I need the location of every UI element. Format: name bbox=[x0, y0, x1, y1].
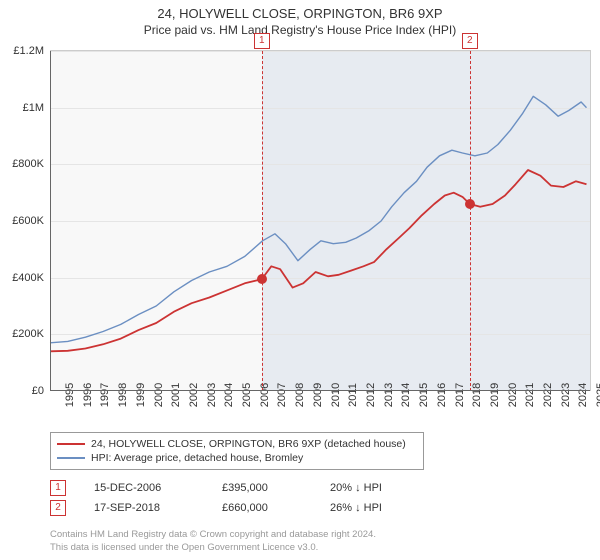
y-tick-label: £0 bbox=[32, 385, 44, 397]
marker-dot bbox=[465, 199, 475, 209]
chart-lines bbox=[50, 51, 590, 391]
title-block: 24, HOLYWELL CLOSE, ORPINGTON, BR6 9XP P… bbox=[0, 0, 600, 37]
legend-swatch-subject bbox=[57, 443, 85, 445]
transaction-badge: 2 bbox=[50, 500, 66, 516]
marker-line bbox=[262, 51, 263, 391]
transactions-table: 1 15-DEC-2006 £395,000 20% ↓ HPI 2 17-SE… bbox=[50, 478, 410, 518]
legend-swatch-hpi bbox=[57, 457, 85, 459]
transaction-price: £395,000 bbox=[222, 482, 302, 494]
y-tick-label: £400K bbox=[12, 272, 44, 284]
chart-plot-area: £0£200K£400K£600K£800K£1M£1.2M1995199619… bbox=[50, 50, 591, 391]
legend-label-subject: 24, HOLYWELL CLOSE, ORPINGTON, BR6 9XP (… bbox=[91, 438, 406, 450]
series-hpi bbox=[50, 96, 587, 342]
marker-line bbox=[470, 51, 471, 391]
chart-container: 24, HOLYWELL CLOSE, ORPINGTON, BR6 9XP P… bbox=[0, 0, 600, 560]
y-tick-label: £600K bbox=[12, 215, 44, 227]
legend-item-hpi: HPI: Average price, detached house, Brom… bbox=[57, 451, 417, 465]
marker-badge: 1 bbox=[254, 33, 270, 49]
marker-badge: 2 bbox=[462, 33, 478, 49]
footer-line2: This data is licensed under the Open Gov… bbox=[50, 542, 376, 554]
marker-dot bbox=[257, 274, 267, 284]
legend-label-hpi: HPI: Average price, detached house, Brom… bbox=[91, 452, 303, 464]
transaction-row: 2 17-SEP-2018 £660,000 26% ↓ HPI bbox=[50, 498, 410, 518]
footer-attribution: Contains HM Land Registry data © Crown c… bbox=[50, 529, 376, 554]
footer-line1: Contains HM Land Registry data © Crown c… bbox=[50, 529, 376, 541]
transaction-row: 1 15-DEC-2006 £395,000 20% ↓ HPI bbox=[50, 478, 410, 498]
y-tick-label: £200K bbox=[12, 328, 44, 340]
chart-subtitle: Price paid vs. HM Land Registry's House … bbox=[0, 23, 600, 37]
series-subject bbox=[50, 170, 587, 351]
transaction-badge: 1 bbox=[50, 480, 66, 496]
x-axis bbox=[50, 390, 590, 391]
transaction-price: £660,000 bbox=[222, 502, 302, 514]
transaction-diff: 20% ↓ HPI bbox=[330, 482, 410, 494]
y-tick-label: £800K bbox=[12, 158, 44, 170]
y-axis bbox=[50, 51, 51, 391]
chart-title: 24, HOLYWELL CLOSE, ORPINGTON, BR6 9XP bbox=[0, 6, 600, 21]
y-tick-label: £1.2M bbox=[13, 45, 44, 57]
y-tick-label: £1M bbox=[23, 102, 44, 114]
legend-item-subject: 24, HOLYWELL CLOSE, ORPINGTON, BR6 9XP (… bbox=[57, 437, 417, 451]
transaction-date: 15-DEC-2006 bbox=[94, 482, 194, 494]
transaction-date: 17-SEP-2018 bbox=[94, 502, 194, 514]
legend-box: 24, HOLYWELL CLOSE, ORPINGTON, BR6 9XP (… bbox=[50, 432, 424, 470]
transaction-diff: 26% ↓ HPI bbox=[330, 502, 410, 514]
